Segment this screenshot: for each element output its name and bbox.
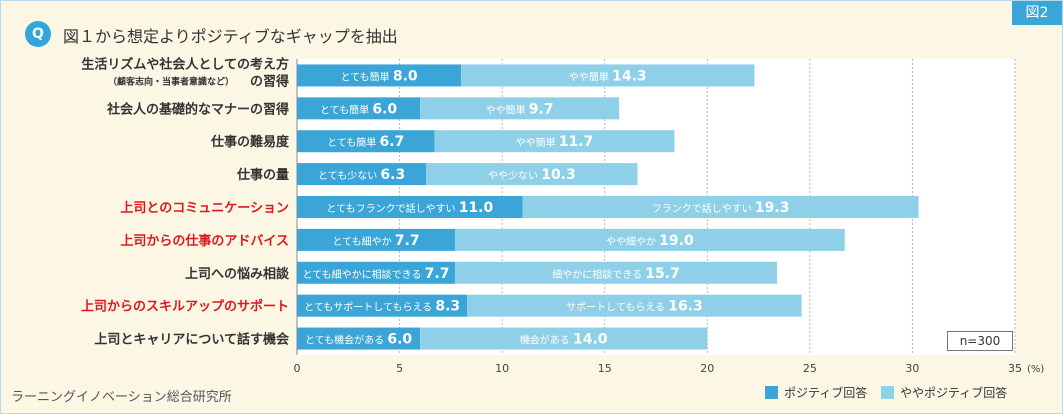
bar-positive: [297, 97, 421, 120]
bar-label-positive: とても細やか 7.7: [332, 233, 419, 249]
bar-somewhat: [522, 196, 919, 218]
legend-item-positive: ポジティブ回答: [765, 384, 867, 401]
q-badge: Q: [25, 21, 51, 47]
bar-positive: [297, 163, 427, 186]
category-label: 上司からの仕事のアドバイス: [120, 233, 289, 249]
bar-positive: [297, 64, 462, 87]
category-label: 上司からのスキルアップのサポート: [81, 299, 289, 315]
bar-label-positive: とても簡単 6.0: [320, 101, 397, 117]
x-tick-label-25: 25: [803, 362, 817, 375]
bar-somewhat: [461, 64, 755, 87]
category-label: 上司とのコミュニケーション: [120, 201, 289, 216]
bar-label-somewhat: やや少ない 10.3: [488, 167, 576, 183]
bar-label-positive: とてもサポートしてもらえる 8.3: [304, 299, 460, 315]
x-tick-label-35: 35: [1008, 362, 1022, 375]
bar-somewhat: [467, 294, 802, 317]
chart-title: 図１から想定よりポジティブなギャップを抽出: [63, 27, 398, 46]
bar-label-positive: とても細やかに相談できる 7.7: [302, 266, 449, 282]
x-tick-label-30: 30: [905, 362, 919, 375]
bar-label-positive: とても簡単 8.0: [340, 68, 417, 84]
category-label: 生活リズムや社会人としての考え方: [81, 56, 289, 72]
bar-somewhat: [454, 228, 845, 251]
bar-somewhat: [420, 327, 708, 350]
bar-positive: [297, 261, 455, 284]
category-sublabel: （顧客志向・当事者意識など）: [108, 75, 234, 87]
x-tick-label-20: 20: [700, 362, 714, 375]
bar-positive: [297, 130, 435, 153]
bar-label-somewhat: やや簡単 14.3: [569, 68, 647, 84]
legend-swatch-somewhat: [881, 386, 894, 399]
bar-label-somewhat: 機会がある 14.0: [520, 332, 608, 348]
bar-positive: [297, 327, 421, 350]
category-label: 社会人の基礎的なマナーの習得: [106, 101, 289, 117]
bar-somewhat: [434, 130, 675, 153]
bar-label-somewhat: フランクで話しやすい 19.3: [652, 200, 790, 216]
bar-positive: [297, 228, 455, 251]
bar-somewhat: [420, 97, 620, 120]
sample-size-box: n=300: [947, 331, 1013, 351]
legend-label-positive: ポジティブ回答: [784, 386, 868, 400]
bar-positive: [297, 294, 468, 317]
bar-label-positive: とてもフランクで話しやすい 11.0: [326, 200, 493, 216]
x-tick-label-10: 10: [495, 362, 509, 375]
legend-label-somewhat: ややポジティブ回答: [900, 386, 1008, 400]
bar-label-somewhat: サポートしてもらえる 16.3: [566, 299, 703, 315]
source-credit: ラーニングイノベーション総合研究所: [11, 390, 232, 405]
figure-tag: 図2: [1012, 1, 1062, 25]
bar-label-somewhat: 細やかに相談できる 15.7: [552, 266, 680, 282]
x-tick-label-0: 0: [294, 362, 301, 375]
bar-somewhat: [454, 261, 778, 284]
bar-positive: [297, 196, 523, 218]
bar-label-somewhat: やや簡単 11.7: [516, 134, 594, 150]
x-tick-label-15: 15: [598, 362, 612, 375]
category-label: 上司とキャリアについて話す機会: [94, 332, 290, 348]
bar-label-somewhat: やや細やか 19.0: [606, 233, 694, 249]
category-label: 仕事の難易度: [210, 134, 290, 150]
bar-label-somewhat: やや簡単 9.7: [486, 101, 554, 117]
x-unit-label: (%): [1027, 364, 1044, 375]
legend-swatch-positive: [765, 386, 778, 399]
bar-label-positive: とても機会がある 6.0: [305, 332, 412, 348]
bar-label-positive: とても簡単 6.7: [327, 134, 404, 150]
legend-item-somewhat: ややポジティブ回答: [881, 384, 1007, 401]
category-label: 上司への悩み相談: [185, 266, 290, 282]
category-label-suffix: の習得: [250, 73, 289, 89]
bar-label-positive: とても少ない 6.3: [318, 167, 405, 183]
x-tick-label-5: 5: [396, 362, 403, 375]
category-label: 仕事の量: [236, 167, 289, 183]
bar-somewhat: [426, 163, 638, 186]
